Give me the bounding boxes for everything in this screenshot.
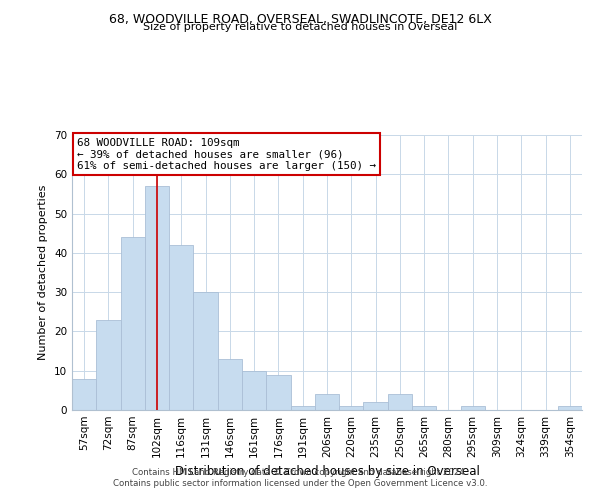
Text: 68, WOODVILLE ROAD, OVERSEAL, SWADLINCOTE, DE12 6LX: 68, WOODVILLE ROAD, OVERSEAL, SWADLINCOT… — [109, 12, 491, 26]
Bar — [315, 394, 339, 410]
Bar — [169, 245, 193, 410]
Bar — [218, 359, 242, 410]
Text: Contains HM Land Registry data © Crown copyright and database right 2024.
Contai: Contains HM Land Registry data © Crown c… — [113, 468, 487, 487]
Bar — [388, 394, 412, 410]
X-axis label: Distribution of detached houses by size in Overseal: Distribution of detached houses by size … — [175, 466, 479, 478]
Bar — [96, 320, 121, 410]
Y-axis label: Number of detached properties: Number of detached properties — [38, 185, 49, 360]
Bar — [266, 374, 290, 410]
Bar — [461, 406, 485, 410]
Bar — [558, 406, 582, 410]
Text: Size of property relative to detached houses in Overseal: Size of property relative to detached ho… — [143, 22, 457, 32]
Bar — [193, 292, 218, 410]
Bar — [145, 186, 169, 410]
Bar — [242, 370, 266, 410]
Bar — [339, 406, 364, 410]
Bar — [72, 378, 96, 410]
Bar — [364, 402, 388, 410]
Text: 68 WOODVILLE ROAD: 109sqm
← 39% of detached houses are smaller (96)
61% of semi-: 68 WOODVILLE ROAD: 109sqm ← 39% of detac… — [77, 138, 376, 171]
Bar — [121, 237, 145, 410]
Bar — [290, 406, 315, 410]
Bar — [412, 406, 436, 410]
